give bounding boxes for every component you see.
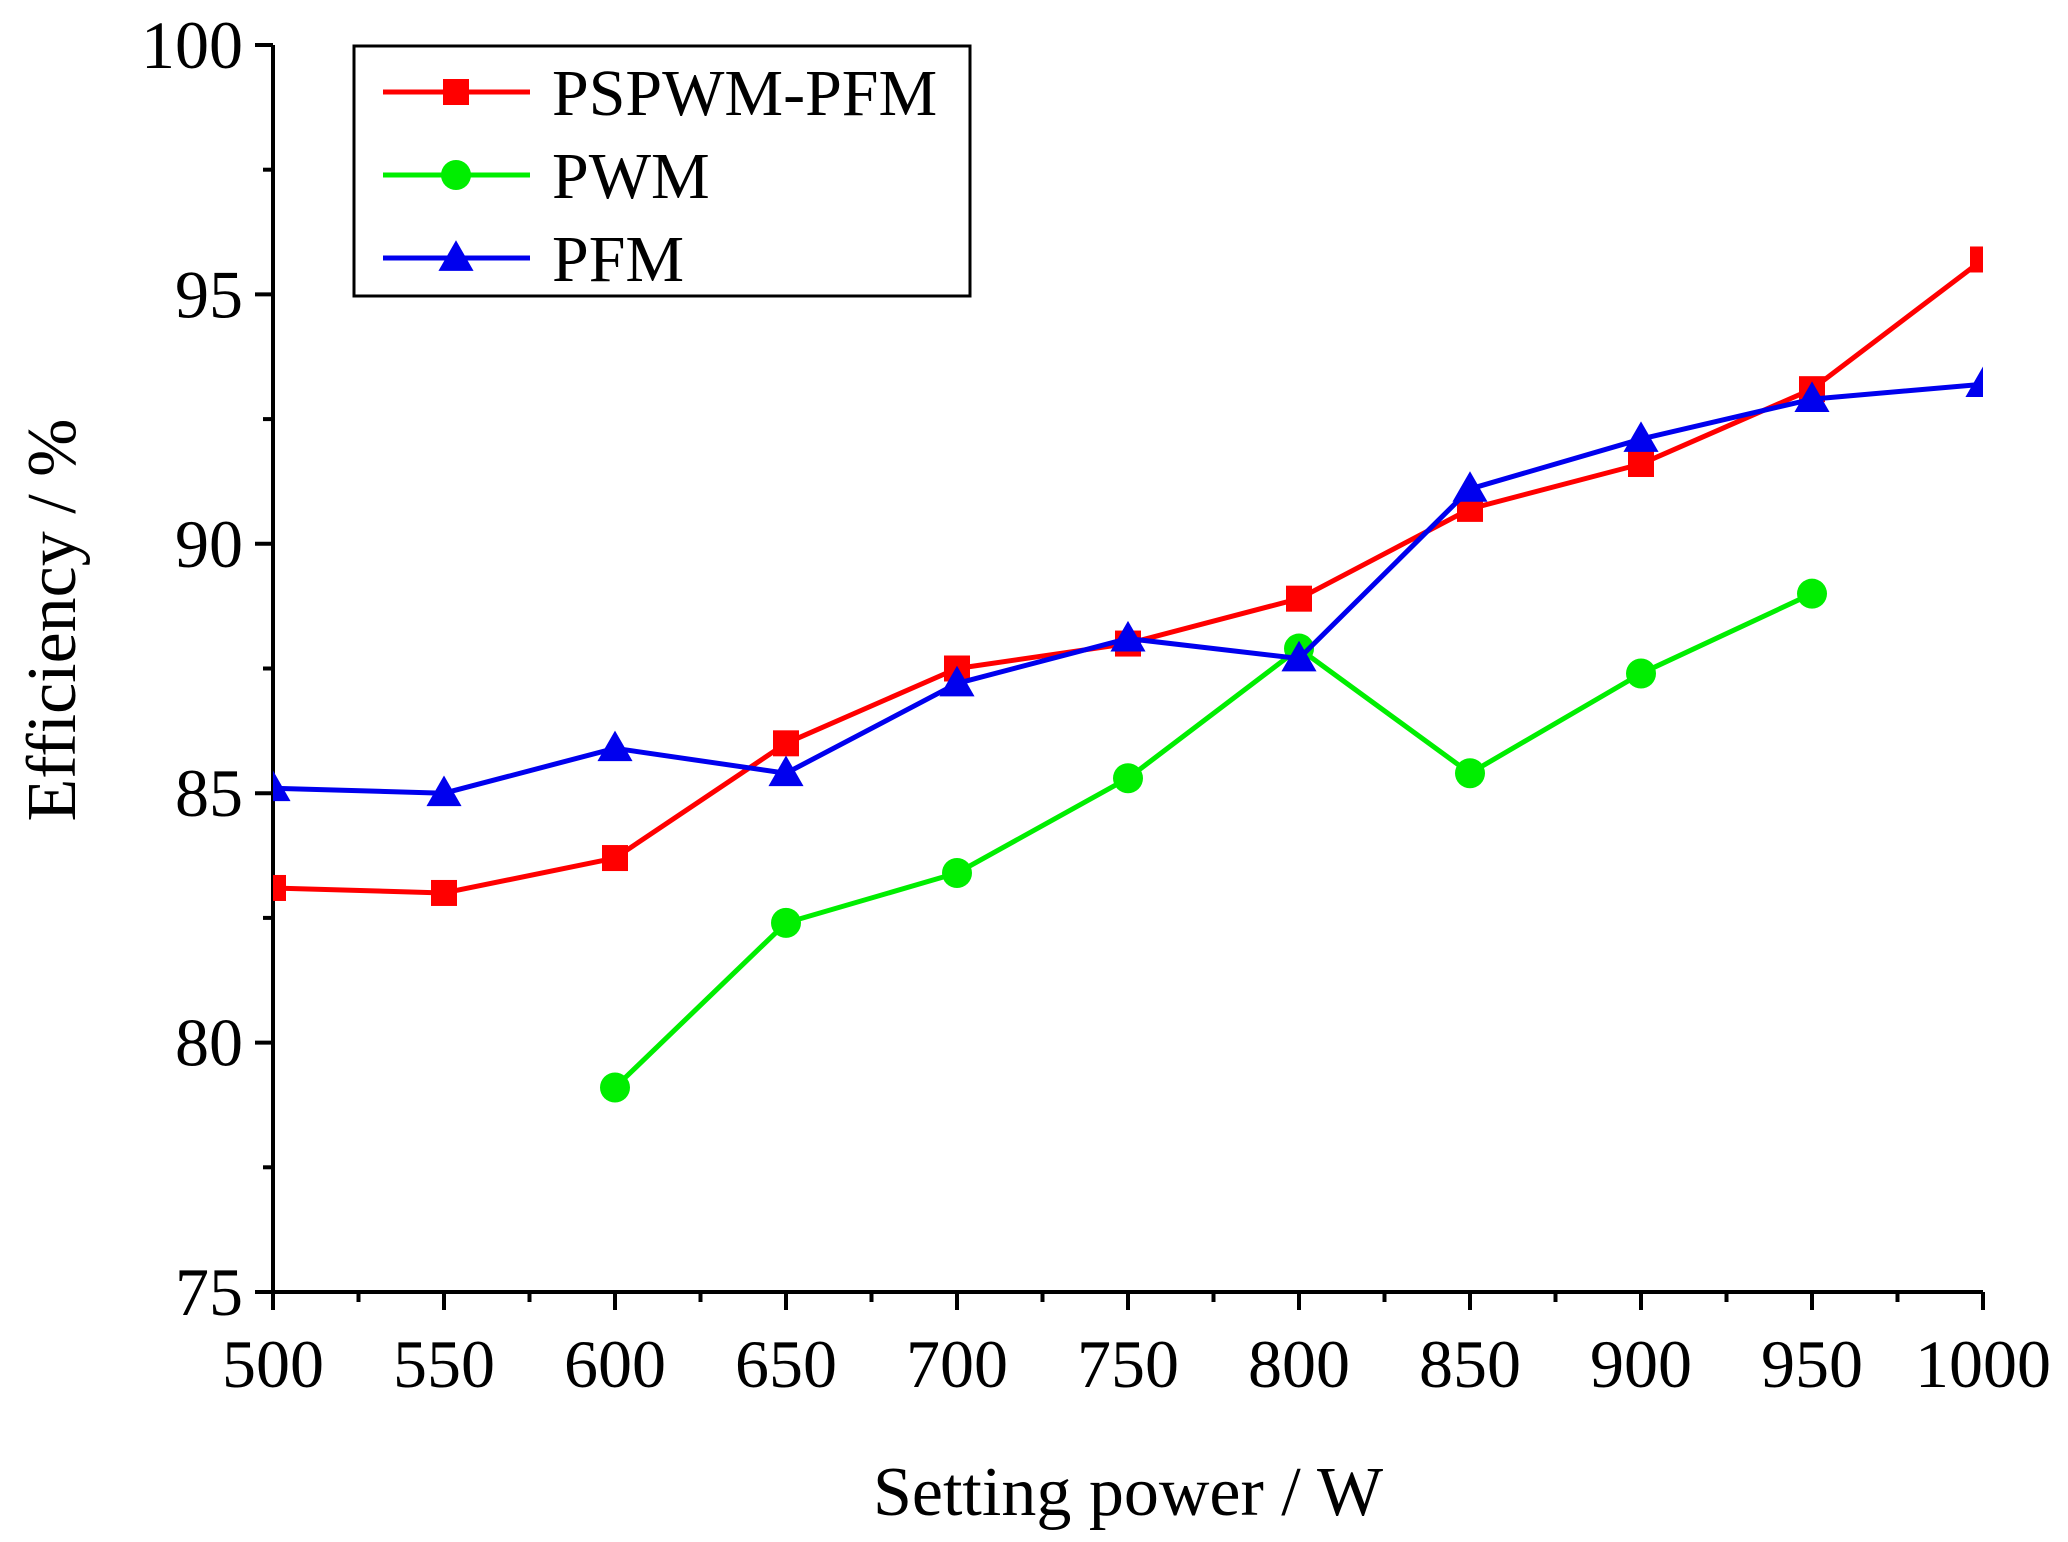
legend-marker-pwm	[441, 160, 471, 190]
data-point-pfm	[426, 775, 462, 807]
y-tick-label: 85	[175, 755, 243, 831]
series-pspwm-pfm	[273, 246, 1983, 906]
data-point-pwm	[1455, 758, 1485, 789]
y-axis-title: Efficiency / %	[14, 419, 91, 822]
x-tick-label: 750	[1077, 1326, 1179, 1402]
data-point-pfm	[1110, 620, 1146, 652]
x-tick-label: 650	[735, 1326, 837, 1402]
data-point-pfm	[1623, 421, 1659, 452]
data-point-pwm	[942, 858, 972, 889]
x-tick-label: 600	[564, 1326, 666, 1402]
x-tick-label: 1000	[1915, 1326, 2051, 1402]
series-pfm	[273, 366, 1983, 807]
x-tick-label: 550	[393, 1326, 495, 1402]
legend-item-pspwm-pfm: PSPWM-PFM	[383, 57, 937, 130]
y-tick-label: 90	[175, 506, 243, 582]
legend-label-pspwm-pfm: PSPWM-PFM	[552, 57, 937, 130]
x-tick-label: 950	[1761, 1326, 1863, 1402]
data-point-pspwm-pfm	[273, 874, 286, 901]
x-tick-label: 700	[906, 1326, 1008, 1402]
data-point-pfm	[273, 770, 291, 802]
data-point-pspwm-pfm	[431, 879, 457, 906]
data-point-pwm	[1113, 763, 1143, 794]
data-point-pspwm-pfm	[602, 845, 628, 872]
x-tick-label: 500	[222, 1326, 324, 1402]
legend-item-pwm: PWM	[383, 140, 710, 213]
legend-label-pwm: PWM	[552, 140, 710, 213]
series-line-pwm	[613, 591, 1814, 1090]
data-point-pwm	[1626, 658, 1656, 689]
data-point-pspwm-pfm	[1628, 450, 1654, 477]
x-tick-label: 800	[1248, 1326, 1350, 1402]
x-tick-label: 900	[1590, 1326, 1692, 1402]
data-point-pspwm-pfm	[1286, 585, 1312, 612]
data-point-pwm	[600, 1072, 630, 1103]
data-point-pspwm-pfm	[773, 730, 799, 757]
y-tick-label: 95	[175, 256, 243, 332]
x-tick-label: 850	[1419, 1326, 1521, 1402]
data-point-pfm	[1794, 381, 1830, 413]
y-tick-label: 100	[141, 7, 243, 83]
data-point-pwm	[1797, 578, 1827, 609]
legend-label-pfm: PFM	[552, 223, 684, 296]
y-tick-label: 80	[175, 1005, 243, 1081]
data-point-pfm	[1452, 471, 1488, 502]
x-axis-title: Setting power / W	[873, 1454, 1383, 1531]
legend: PSPWM-PFM PWM PFM	[352, 44, 972, 298]
data-point-pfm	[1965, 366, 1983, 398]
legend-marker-pspwm-pfm	[443, 79, 469, 105]
legend-item-pfm: PFM	[383, 223, 684, 296]
data-point-pfm	[597, 730, 633, 762]
y-tick-label: 75	[175, 1254, 243, 1330]
data-point-pspwm-pfm	[1970, 246, 1983, 273]
data-point-pwm	[771, 907, 801, 938]
series-line-pfm	[273, 381, 1983, 796]
data-point-pfm	[939, 665, 975, 697]
data-point-pfm	[768, 755, 804, 787]
series-pwm	[600, 578, 1827, 1103]
legend-marker-pfm	[438, 240, 474, 271]
series-line-pspwm-pfm	[273, 257, 1983, 896]
data-point-pfm	[1281, 640, 1317, 672]
